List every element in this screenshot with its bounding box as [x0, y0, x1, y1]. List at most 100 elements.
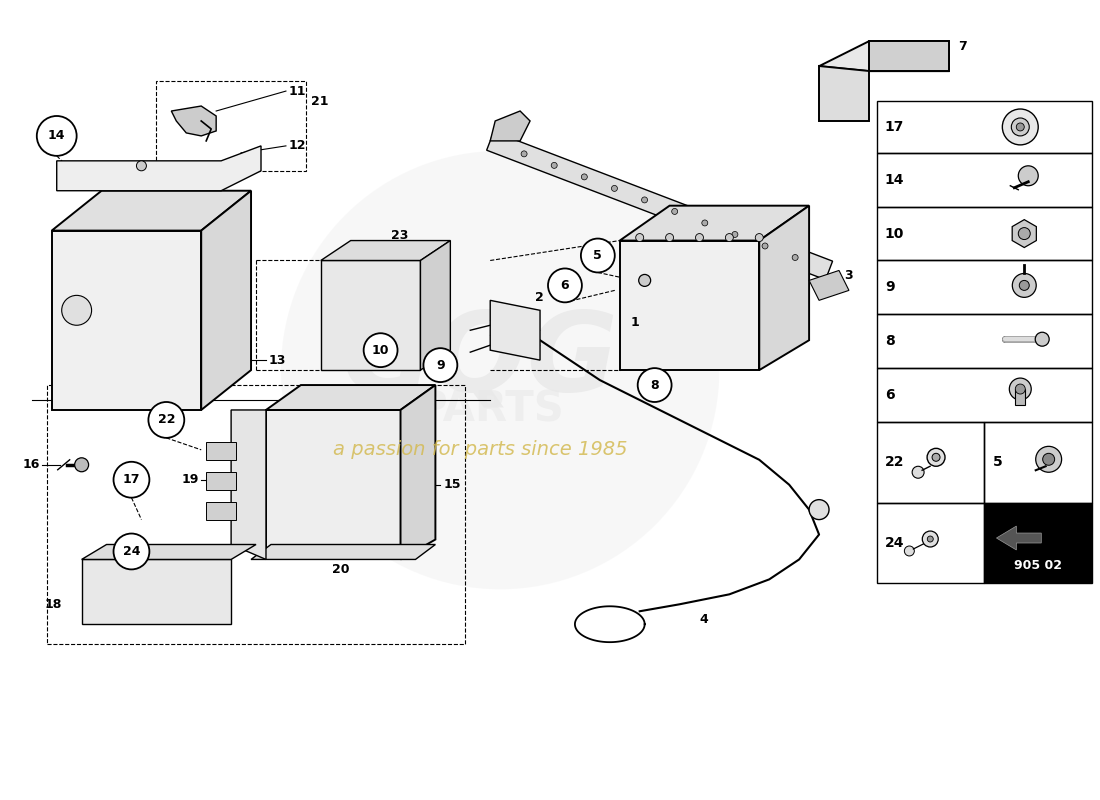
- Circle shape: [1043, 454, 1055, 466]
- Bar: [156, 81, 306, 170]
- Circle shape: [1035, 332, 1049, 346]
- Text: 5: 5: [594, 249, 602, 262]
- Circle shape: [1002, 109, 1038, 145]
- Circle shape: [364, 334, 397, 367]
- Text: 1: 1: [631, 316, 640, 329]
- Circle shape: [612, 186, 617, 191]
- Polygon shape: [52, 190, 251, 230]
- Circle shape: [702, 220, 707, 226]
- Text: 16: 16: [22, 458, 40, 471]
- Polygon shape: [400, 385, 436, 559]
- Text: 9: 9: [884, 280, 894, 294]
- Bar: [206, 502, 236, 519]
- Bar: [877, 502, 984, 583]
- Circle shape: [1020, 281, 1030, 290]
- Circle shape: [762, 243, 768, 249]
- Bar: [877, 314, 1092, 368]
- Text: 10: 10: [372, 344, 389, 357]
- Polygon shape: [491, 300, 540, 360]
- Circle shape: [280, 151, 719, 590]
- Polygon shape: [231, 410, 266, 559]
- Text: 18: 18: [44, 598, 62, 610]
- Circle shape: [1015, 384, 1025, 394]
- Polygon shape: [619, 241, 759, 370]
- Text: 6: 6: [561, 279, 570, 292]
- Bar: [877, 153, 1092, 206]
- Polygon shape: [81, 559, 231, 624]
- Text: GQG: GQG: [342, 306, 618, 414]
- Polygon shape: [57, 146, 261, 190]
- Text: 24: 24: [884, 536, 904, 550]
- Bar: [877, 261, 1092, 314]
- Text: 24: 24: [123, 545, 140, 558]
- Circle shape: [62, 295, 91, 326]
- Circle shape: [1016, 123, 1024, 131]
- Polygon shape: [820, 42, 948, 71]
- Circle shape: [1010, 378, 1031, 400]
- Circle shape: [638, 368, 672, 402]
- Circle shape: [551, 162, 558, 168]
- Text: 8: 8: [884, 334, 894, 348]
- Text: 15: 15: [443, 478, 461, 491]
- Text: 11: 11: [289, 85, 307, 98]
- Bar: [877, 206, 1092, 261]
- Polygon shape: [420, 241, 450, 370]
- Text: 22: 22: [157, 414, 175, 426]
- Circle shape: [548, 269, 582, 302]
- Polygon shape: [52, 230, 201, 410]
- Bar: [877, 368, 1092, 422]
- Circle shape: [725, 234, 734, 242]
- Text: 19: 19: [182, 474, 199, 486]
- Circle shape: [113, 462, 150, 498]
- Bar: [877, 101, 1092, 153]
- Bar: [877, 422, 984, 502]
- Circle shape: [666, 234, 673, 242]
- Polygon shape: [619, 206, 810, 241]
- Circle shape: [1012, 274, 1036, 298]
- Bar: [206, 472, 236, 490]
- Text: 17: 17: [884, 120, 904, 134]
- Text: 7: 7: [958, 40, 967, 53]
- Text: 8: 8: [650, 378, 659, 391]
- Circle shape: [904, 546, 914, 556]
- Circle shape: [424, 348, 458, 382]
- Circle shape: [810, 500, 829, 519]
- Polygon shape: [81, 545, 256, 559]
- Polygon shape: [486, 131, 833, 280]
- Text: 2: 2: [535, 291, 543, 304]
- Polygon shape: [491, 111, 530, 141]
- Text: 14: 14: [884, 173, 904, 186]
- Text: 14: 14: [48, 130, 66, 142]
- Text: 12: 12: [289, 139, 307, 152]
- Text: 9: 9: [436, 358, 444, 372]
- Text: 22: 22: [884, 455, 904, 470]
- Circle shape: [581, 238, 615, 273]
- Polygon shape: [321, 261, 420, 370]
- Circle shape: [521, 151, 527, 157]
- Text: 6: 6: [884, 388, 894, 402]
- Circle shape: [636, 234, 644, 242]
- Polygon shape: [759, 206, 810, 370]
- Polygon shape: [869, 42, 948, 71]
- Circle shape: [36, 116, 77, 156]
- Polygon shape: [251, 545, 436, 559]
- Circle shape: [641, 197, 648, 203]
- Polygon shape: [1012, 220, 1036, 247]
- Polygon shape: [266, 385, 436, 410]
- Circle shape: [912, 466, 924, 478]
- Bar: [206, 442, 236, 460]
- Text: 4: 4: [700, 613, 708, 626]
- Text: 17: 17: [123, 474, 140, 486]
- Circle shape: [932, 454, 940, 462]
- Circle shape: [639, 274, 650, 286]
- Polygon shape: [201, 190, 251, 410]
- Circle shape: [732, 231, 738, 238]
- Bar: [47, 385, 465, 644]
- Circle shape: [672, 209, 678, 214]
- Circle shape: [792, 254, 799, 261]
- Polygon shape: [820, 66, 869, 121]
- Circle shape: [756, 234, 763, 242]
- Text: 10: 10: [884, 226, 904, 241]
- Polygon shape: [266, 410, 400, 559]
- Circle shape: [927, 536, 933, 542]
